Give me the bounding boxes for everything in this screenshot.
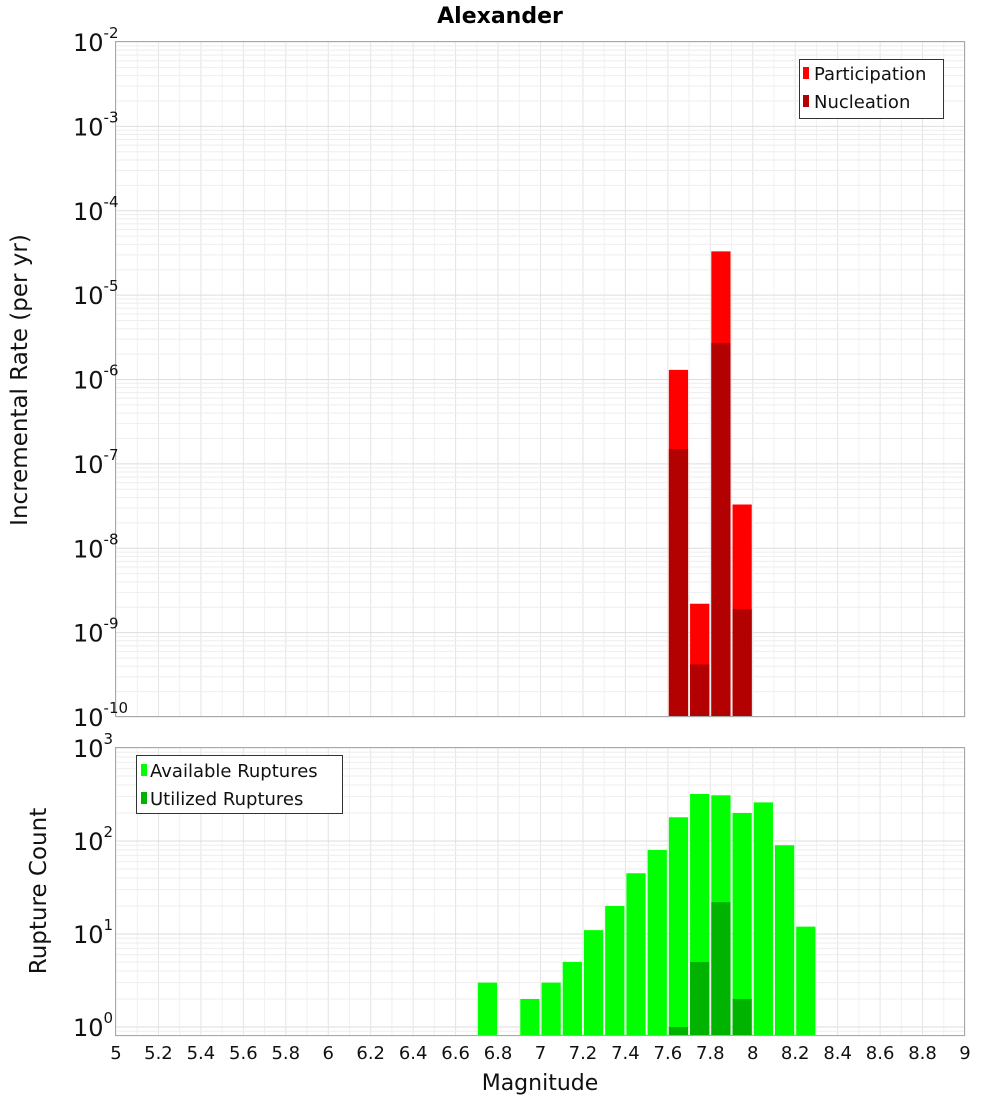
bottom-bar-available-ruptures [583,930,604,1036]
legend-label-nucleation: Nucleation [814,92,910,113]
y-tick-exponent: -8 [104,530,119,548]
top-y-tick-label: 10-7 [73,446,119,479]
x-tick-label: 7.8 [696,1043,725,1064]
bottom-bar-available-ruptures [774,845,795,1036]
x-tick-labels: 5 5.2 5.4 5.6 5.8 6 6.2 6.4 6.6 6.8 7 7.2 7.4 7.6 7.8 8… [110,1043,970,1064]
x-tick-label: 5 [110,1043,121,1064]
bottom-y-tick-label: 103 [73,730,113,763]
top-plot-gridlines [115,41,966,718]
top-y-axis-label: Incremental Rate (per yr) [7,234,33,526]
top-bar-nucleation [690,664,710,717]
bottom-bar-available-ruptures [753,802,773,1036]
x-tick-label: 6 [323,1043,334,1064]
y-tick-exponent: -2 [104,24,119,42]
top-y-tick-label: 10-10 [73,699,128,732]
x-tick-label: 8 [747,1043,758,1064]
top-plot-frame [115,41,965,717]
y-tick-exponent: 3 [104,730,114,748]
bottom-legend: Available Ruptures Utilized Ruptures [136,755,343,814]
top-y-tick-label: 10-9 [73,615,119,648]
top-y-tick-label: 10-5 [73,277,119,310]
bottom-bar-available-ruptures [477,982,498,1036]
y-tick-exponent: 0 [104,1009,114,1027]
bottom-plot-bars [477,794,816,1036]
x-axis-label: Magnitude [482,1071,599,1096]
bottom-y-tick-label: 100 [73,1009,113,1042]
bottom-bar-utilized-ruptures [668,1026,689,1036]
bottom-bar-available-ruptures [668,817,689,1036]
x-tick-label: 6.2 [356,1043,385,1064]
y-tick-exponent: 1 [104,916,114,934]
legend-swatch-available-ruptures [141,764,147,776]
bottom-bar-available-ruptures [562,961,582,1036]
bottom-bar-available-ruptures [520,998,540,1036]
y-tick-exponent: -7 [104,446,119,464]
x-tick-label: 8.4 [823,1043,852,1064]
bottom-bar-utilized-ruptures [690,961,710,1036]
bottom-y-tick-label: 102 [73,823,113,856]
x-tick-label: 9 [959,1043,970,1064]
bottom-bar-available-ruptures [732,813,752,1036]
x-tick-label: 8.6 [866,1043,895,1064]
top-bar-nucleation [668,449,689,717]
x-tick-label: 5.6 [229,1043,258,1064]
legend-label-participation: Participation [814,64,926,85]
y-tick-exponent: 2 [104,823,114,841]
top-bar-nucleation [732,609,752,717]
top-y-tick-label: 10-4 [73,193,119,226]
x-tick-label: 6.8 [484,1043,513,1064]
x-tick-label: 7.2 [569,1043,598,1064]
legend-swatch-utilized-ruptures [141,792,147,804]
bottom-bar-available-ruptures [796,926,816,1036]
x-tick-label: 6.6 [441,1043,470,1064]
bottom-bar-available-ruptures [626,873,646,1036]
legend-swatch-participation [803,67,809,79]
legend-label-available-ruptures: Available Ruptures [150,761,318,782]
bottom-bar-available-ruptures [605,905,625,1036]
y-tick-exponent: -10 [104,699,129,717]
legend-label-utilized-ruptures: Utilized Ruptures [150,789,303,810]
x-tick-label: 5.8 [271,1043,300,1064]
top-y-tick-label: 10-6 [73,362,119,395]
bottom-bar-available-ruptures [541,982,561,1036]
y-tick-exponent: -6 [104,362,119,380]
bottom-legend-box [136,755,343,814]
chart-title: Alexander [437,4,563,29]
bottom-y-axis-label: Rupture Count [26,808,52,974]
y-tick-exponent: -5 [104,277,119,295]
x-tick-label: 7.4 [611,1043,640,1064]
top-legend-box [799,59,944,119]
x-tick-label: 7.6 [654,1043,683,1064]
y-tick-exponent: -9 [104,615,119,633]
bottom-bar-utilized-ruptures [711,902,731,1036]
bottom-y-tick-label: 101 [73,916,113,949]
x-tick-label: 6.4 [399,1043,428,1064]
x-tick-label: 7 [535,1043,546,1064]
bottom-bar-utilized-ruptures [732,998,752,1036]
x-tick-label: 8.2 [781,1043,810,1064]
y-tick-exponent: -4 [104,193,119,211]
top-legend: Participation Nucleation [799,59,944,119]
y-tick-exponent: -3 [104,108,119,126]
top-plot-bars [668,251,752,718]
bottom-bar-available-ruptures [647,850,667,1036]
top-bar-nucleation [711,343,731,717]
bottom-plot-frame [115,747,965,1036]
legend-swatch-nucleation [803,95,809,107]
top-y-tick-label: 10-3 [73,108,119,141]
top-y-tick-label: 10-8 [73,530,119,563]
top-y-tick-label: 10-2 [73,24,119,57]
x-tick-label: 5.4 [187,1043,216,1064]
x-tick-label: 8.8 [908,1043,937,1064]
x-tick-label: 5.2 [144,1043,173,1064]
